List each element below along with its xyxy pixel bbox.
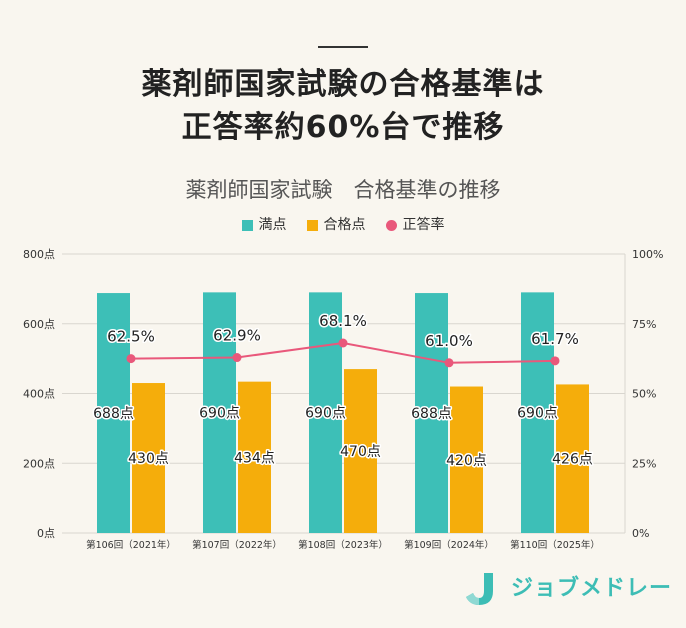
legend-swatch-passing-score — [306, 219, 318, 231]
y-left-tick-label: 200点 — [23, 457, 55, 470]
jobmedley-logo-icon — [466, 573, 493, 605]
bar-label-full-score: 688点 — [411, 406, 452, 422]
y-left-tick-label: 800点 — [23, 248, 55, 261]
bar-passing-score — [344, 369, 377, 533]
bar-full-score — [521, 292, 554, 533]
y-right-tick-label: 75% — [632, 318, 656, 331]
y-right-tick-label: 100% — [632, 248, 663, 261]
legend-swatch-full-score — [241, 219, 253, 231]
bar-full-score — [203, 292, 236, 533]
bar-label-full-score: 688点 — [93, 406, 134, 422]
legend-label-correct-rate: 正答率 — [402, 217, 445, 233]
rate-points — [126, 338, 560, 368]
bar-label-full-score: 690点 — [199, 406, 240, 422]
legend-item-correct-rate: 正答率 — [385, 215, 445, 235]
bar-label-passing-score: 470点 — [340, 444, 381, 460]
bar-full-score — [415, 293, 448, 533]
bar-label-passing-score: 434点 — [234, 450, 275, 466]
bar-full-score — [97, 293, 130, 533]
axis-tick-labels: 0点 200点 400点 600点 800点 0% 25% 50% 75% 100% 第106回（2… — [23, 248, 663, 551]
bar-label-passing-score: 420点 — [446, 453, 487, 469]
legend: 満点 合格点 正答率 — [0, 215, 686, 235]
legend-label-full-score: 満点 — [258, 217, 287, 233]
rate-point — [232, 353, 242, 363]
x-tick-label: 第107回（2022年） — [192, 539, 282, 551]
rate-data-label: 62.9% — [213, 327, 261, 345]
y-right-tick-label: 0% — [632, 527, 649, 540]
x-tick-label: 第106回（2021年） — [86, 539, 176, 551]
rate-point — [338, 338, 348, 348]
y-right-tick-label: 50% — [632, 388, 656, 401]
bar-label-full-score: 690点 — [305, 406, 346, 422]
rate-data-label: 61.7% — [531, 330, 579, 348]
bars — [97, 292, 589, 533]
legend-dot-correct-rate — [385, 219, 397, 231]
legend-label-passing-score: 合格点 — [323, 217, 366, 233]
page-title-line-1: 薬剤師国家試験の合格基準は — [141, 67, 545, 102]
bar-label-passing-score: 426点 — [552, 452, 593, 468]
bar-data-labels: 688点 690点 690点 688点 690点 430点 434点 470点 420点 426点 — [92, 404, 595, 470]
rate-point — [126, 354, 136, 364]
bar-passing-score — [556, 384, 589, 533]
logo-text: ジョブメドレー — [511, 576, 673, 601]
y-left-tick-label: 600点 — [23, 318, 55, 331]
page-title-line-2: 正答率約60%台で推移 — [181, 110, 505, 145]
top-rule — [318, 46, 368, 48]
rate-data-label: 62.5% — [107, 328, 155, 346]
x-tick-label: 第110回（2025年） — [510, 539, 600, 551]
bar-passing-score — [450, 386, 483, 533]
rate-data-label: 61.0% — [425, 332, 473, 350]
x-tick-label: 第109回（2024年） — [404, 539, 494, 551]
y-right-tick-label: 25% — [632, 457, 656, 470]
y-left-tick-label: 0点 — [37, 527, 55, 540]
y-left-tick-label: 400点 — [23, 388, 55, 401]
legend-item-full-score: 満点 — [241, 215, 287, 235]
bar-label-full-score: 690点 — [517, 406, 558, 422]
rate-data-label: 68.1% — [319, 312, 367, 330]
bar-passing-score — [238, 381, 271, 533]
bar-full-score — [309, 292, 342, 533]
x-tick-label: 第108回（2023年） — [298, 539, 388, 551]
rate-data-labels: 62.5% 62.9% 68.1% 61.0% 61.7% — [106, 311, 581, 352]
jobmedley-logo: ジョブメドレー — [463, 571, 672, 607]
bar-passing-score — [132, 383, 165, 533]
bar-label-passing-score: 430点 — [128, 451, 169, 467]
legend-item-passing-score: 合格点 — [306, 215, 366, 235]
rate-point — [550, 356, 560, 366]
rate-point — [444, 358, 454, 368]
chart-title: 薬剤師国家試験 合格基準の推移 — [185, 178, 501, 202]
